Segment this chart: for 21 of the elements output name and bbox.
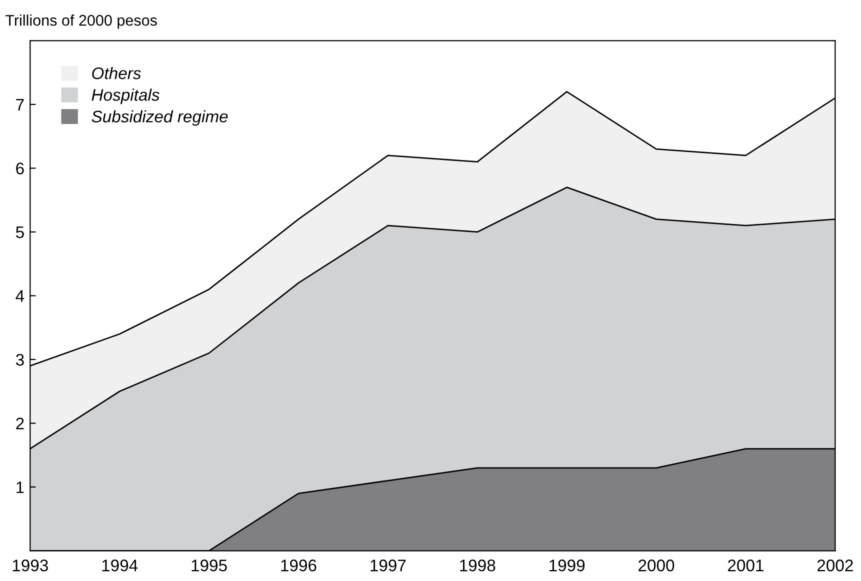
y-tick-label: 5 [16,226,24,238]
y-tick-label: 1 [16,482,24,494]
y-tick-label: 2 [16,418,24,430]
y-tick-label: 7 [16,99,24,110]
x-tick-label: 1998 [460,560,496,572]
x-tick-label: 1993 [12,560,48,572]
x-tick-label: 2002 [817,560,853,572]
y-tick-label: 3 [16,354,24,366]
x-tick-label: 1995 [192,560,227,572]
x-tick-label: 1996 [281,560,316,572]
y-tick-label: 4 [16,290,24,302]
y-axis-title: Trillions of 2000 pesos [6,14,157,29]
x-tick-label: 2000 [638,560,674,572]
legend-label: Subsidized regime [92,110,228,126]
x-tick-label: 1994 [102,560,138,572]
legend-label: Hospitals [92,88,160,104]
x-tick-label: 1997 [370,560,406,572]
y-tick-label: 6 [16,162,24,174]
x-tick-label: 1999 [550,560,585,572]
x-tick-label: 2001 [728,560,764,572]
legend-label: Others [92,66,141,80]
